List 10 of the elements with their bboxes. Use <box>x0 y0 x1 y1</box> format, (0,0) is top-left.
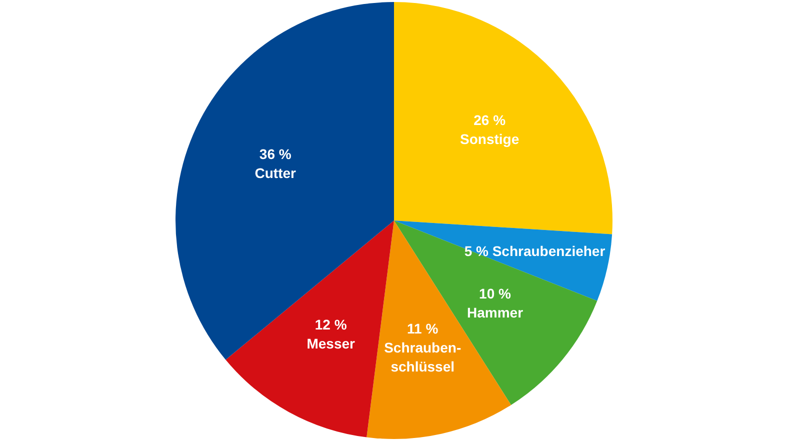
data-label: 12 % <box>314 316 348 333</box>
slice-label: Hammer <box>467 304 524 320</box>
slice-label: Messer <box>306 336 356 352</box>
data-label: 11 % <box>407 320 439 336</box>
slice-label: Schrauben-schlüssel <box>384 339 462 374</box>
slice-label: Cutter <box>254 165 297 182</box>
data-label: 26 % <box>474 112 506 128</box>
data-label: 36 % <box>259 146 292 162</box>
data-label: 10 % <box>479 285 512 302</box>
slice-label: Sonstige <box>460 131 520 148</box>
